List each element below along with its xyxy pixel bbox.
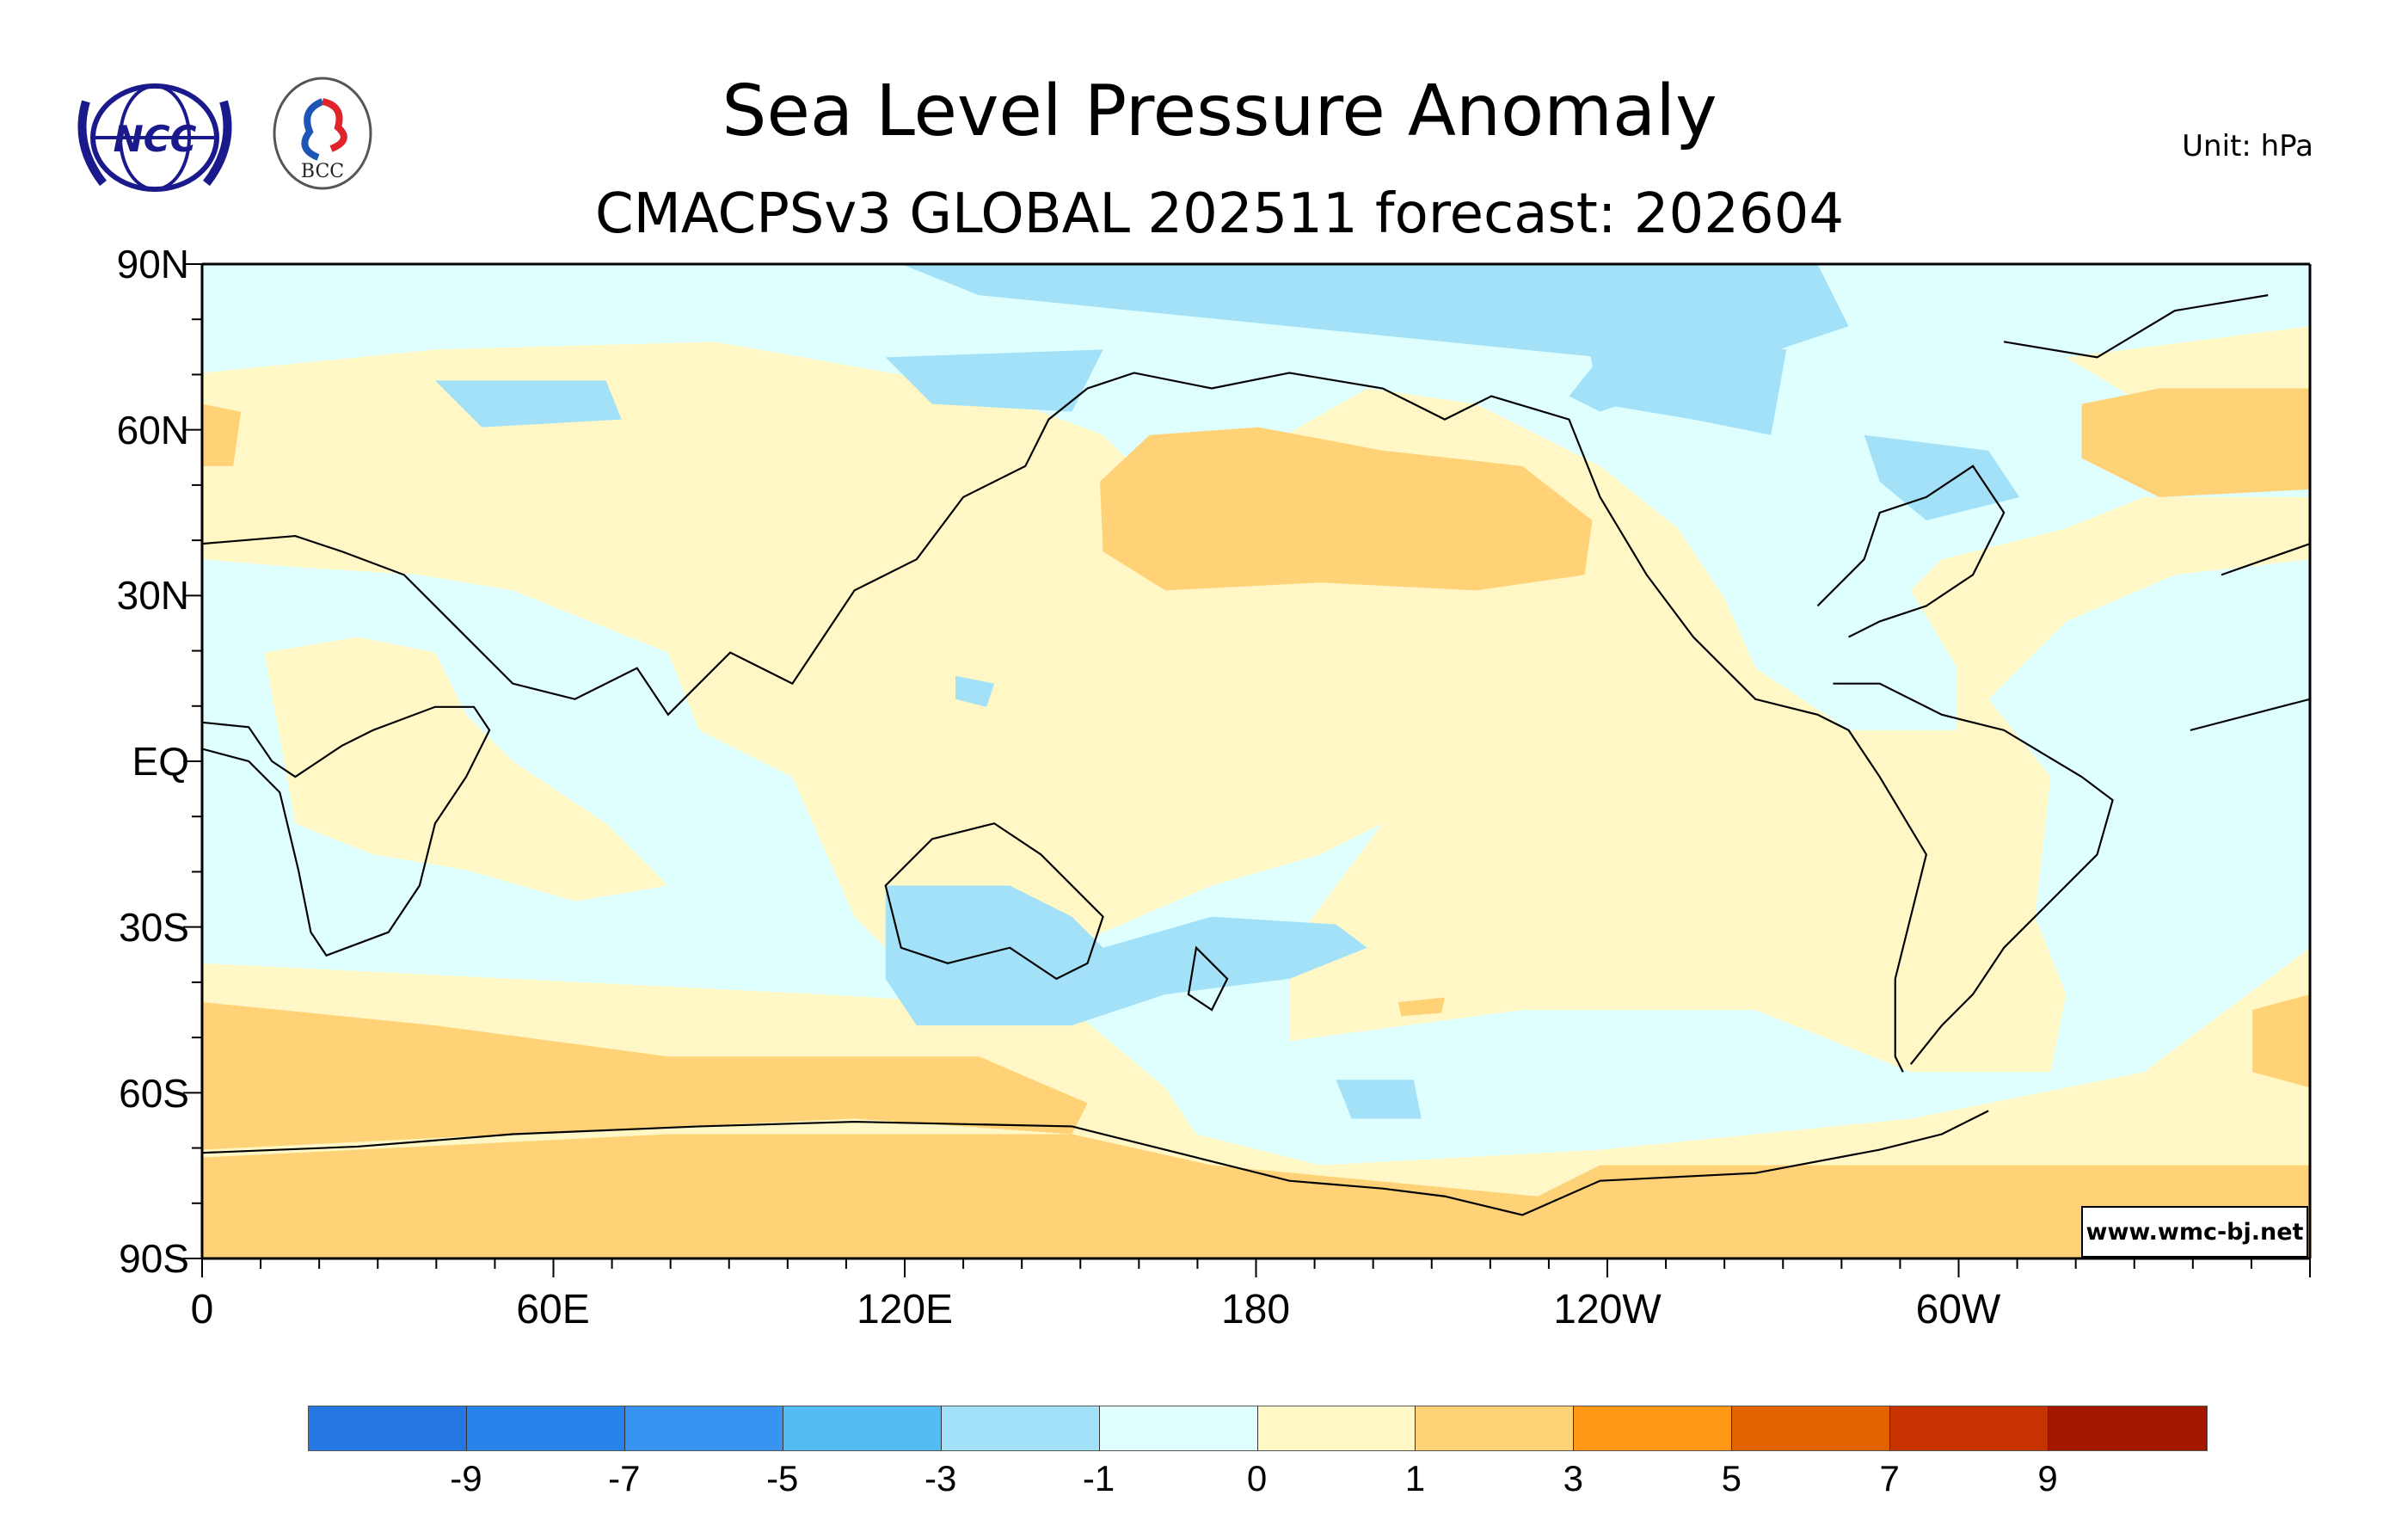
- x-tick-label: 120E: [856, 1287, 954, 1332]
- positive-anomaly-3-5: [202, 388, 2310, 1258]
- chart-subtitle: CMACPSv3 GLOBAL 202511 forecast: 202604: [594, 182, 1845, 246]
- colorbar-swatch: [466, 1406, 625, 1450]
- map-plot-area: [202, 264, 2310, 1258]
- y-tick-label: 60N: [116, 408, 189, 452]
- y-tick-label: 30S: [119, 905, 189, 950]
- colorbar-label: -7: [608, 1458, 641, 1498]
- colorbar-label: 5: [1721, 1458, 1742, 1498]
- colorbar-swatch: [783, 1406, 942, 1450]
- chart-title: Sea Level Pressure Anomaly: [722, 71, 1717, 152]
- x-tick-label: 120W: [1553, 1287, 1662, 1332]
- colorbar-label: 9: [2037, 1458, 2058, 1498]
- colorbar-swatch: [309, 1406, 467, 1450]
- y-tick-label: 90S: [119, 1236, 189, 1281]
- x-tick-label: 60E: [516, 1287, 590, 1332]
- y-tick-label: EQ: [132, 739, 189, 784]
- coastlines: [202, 294, 2310, 1216]
- unit-label: Unit: hPa: [2182, 129, 2313, 163]
- y-tick-label: 60S: [119, 1071, 189, 1116]
- colorbar-label: 0: [1246, 1458, 1268, 1498]
- svg-text:NCC: NCC: [114, 118, 197, 160]
- colorbar-swatch: [1257, 1406, 1416, 1450]
- colorbar-swatch: [1574, 1406, 1733, 1450]
- x-tick-label: 180: [1220, 1287, 1291, 1332]
- colorbar-swatch: [1416, 1406, 1575, 1450]
- colorbar-swatch: [941, 1406, 1100, 1450]
- colorbar-label: -1: [1082, 1458, 1115, 1498]
- bcc-logo: BCC: [273, 77, 372, 190]
- colorbar-swatch: [2049, 1406, 2208, 1450]
- negative-anomaly-minus3-minus1: [434, 264, 2020, 1119]
- colorbar-swatch: [624, 1406, 783, 1450]
- x-tick-label: 60W: [1915, 1287, 2001, 1332]
- colorbar-swatch: [1890, 1406, 2049, 1450]
- colorbar-swatch: [1732, 1406, 1891, 1450]
- colorbar-label: -9: [450, 1458, 482, 1498]
- ncc-logo: NCC: [77, 83, 232, 192]
- y-tick-label: 30N: [116, 573, 189, 618]
- colorbar-label: -5: [766, 1458, 799, 1498]
- svg-text:BCC: BCC: [301, 161, 344, 182]
- colorbar-label: 1: [1404, 1458, 1426, 1498]
- colorbar: [308, 1406, 2208, 1451]
- colorbar-label: 3: [1563, 1458, 1584, 1498]
- y-tick-label: 90N: [116, 242, 189, 286]
- source-credit: www.wmc-bj.net: [2081, 1206, 2308, 1258]
- colorbar-swatch: [1099, 1406, 1258, 1450]
- x-tick-label: 0: [190, 1287, 214, 1332]
- colorbar-label: -3: [924, 1458, 957, 1498]
- colorbar-label: 7: [1879, 1458, 1900, 1498]
